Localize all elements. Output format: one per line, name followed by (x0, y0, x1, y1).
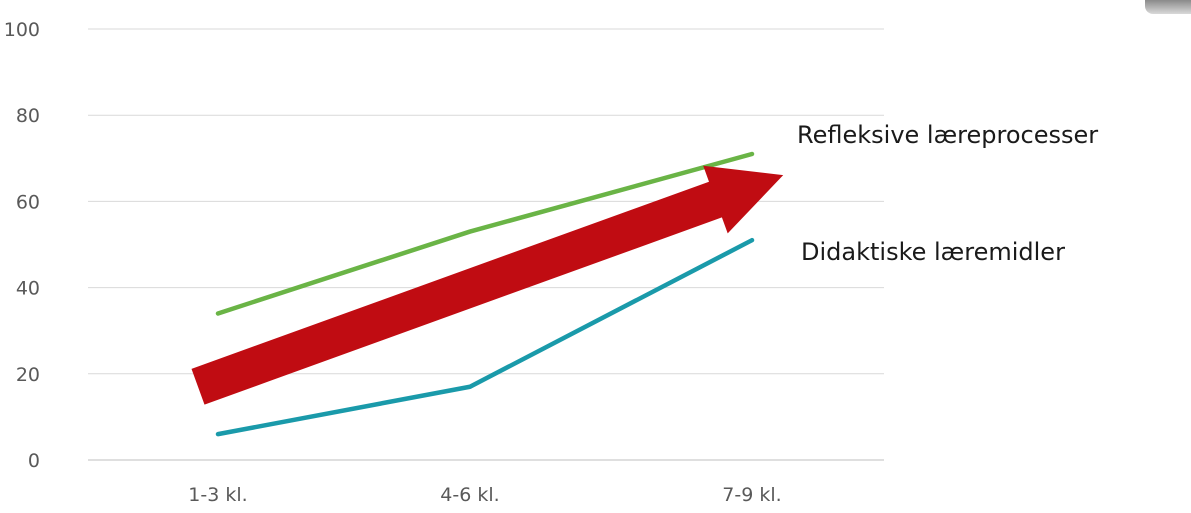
y-tick-label: 60 (16, 191, 40, 213)
series-line-1 (215, 151, 755, 316)
x-tick-label: 7-9 kl. (722, 484, 781, 506)
y-tick-label: 80 (16, 105, 40, 127)
trend-arrow (191, 165, 784, 405)
corner-shadow (1145, 0, 1191, 14)
y-tick-label: 40 (16, 278, 40, 300)
y-tick-label: 0 (28, 450, 40, 472)
y-tick-label: 20 (16, 364, 40, 386)
y-axis-ticks: 0 20 40 60 80 100 (4, 19, 40, 472)
x-tick-label: 1-3 kl. (188, 484, 247, 506)
y-tick-label: 100 (4, 19, 40, 41)
x-tick-label: 4-6 kl. (440, 484, 499, 506)
series-labels: Refleksive læreprocesser Didaktiske lærem… (797, 121, 1098, 266)
series-lines (215, 151, 755, 437)
series-label-2: Didaktiske læremidler (801, 238, 1065, 266)
series-line-2 (215, 237, 755, 437)
x-axis-ticks: 1-3 kl. 4-6 kl. 7-9 kl. (188, 484, 781, 506)
series-label-1: Refleksive læreprocesser (797, 121, 1098, 149)
trend-arrow-shape (191, 165, 784, 405)
